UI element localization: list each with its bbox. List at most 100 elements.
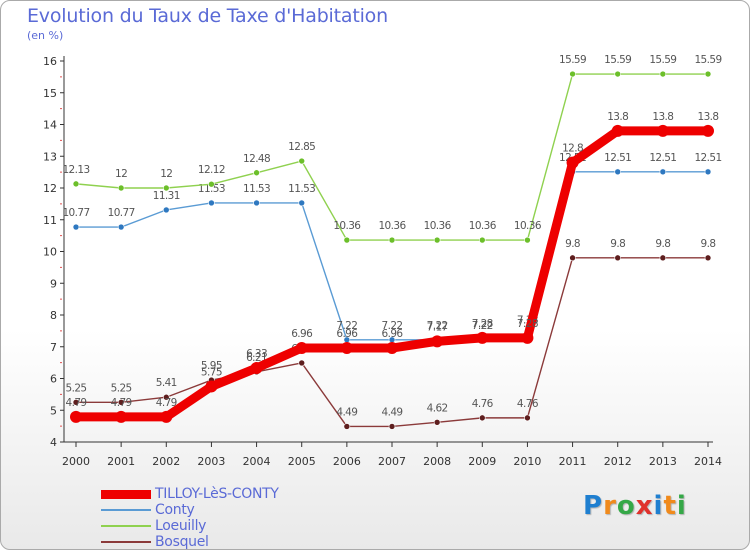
data-point-conty <box>659 168 667 176</box>
x-tick-label: 2008 <box>423 455 451 468</box>
chart-title: Evolution du Taux de Taxe d'Habitation <box>27 5 388 27</box>
logo-letter: r <box>603 491 617 521</box>
data-label-bosquel: 4.76 <box>472 398 494 410</box>
y-tick-label: 10 <box>43 246 57 259</box>
data-label-conty: 12.51 <box>694 152 721 164</box>
x-tick-label: 2014 <box>694 455 722 468</box>
x-tick-label: 2002 <box>152 455 180 468</box>
data-point-conty <box>614 168 622 176</box>
y-tick-label: 12 <box>43 182 57 195</box>
data-point-loeuilly <box>298 157 306 165</box>
legend-swatch <box>101 489 151 499</box>
data-label-conty: 11.31 <box>153 190 180 202</box>
data-label-tilloy-l-s-conty: 5.75 <box>201 366 222 378</box>
y-tick-label: 7 <box>50 341 57 354</box>
x-tick-label: 2001 <box>107 455 135 468</box>
logo-letter: i <box>676 491 687 521</box>
data-point-conty <box>704 168 712 176</box>
data-point-conty <box>72 223 80 231</box>
data-label-tilloy-l-s-conty: 7.17 <box>427 321 448 333</box>
data-label-loeuilly: 10.36 <box>514 220 542 232</box>
y-tick-label: 8 <box>50 309 57 322</box>
data-point-loeuilly <box>478 236 486 244</box>
data-label-loeuilly: 15.59 <box>559 54 586 66</box>
data-point-tilloy-l-s-conty <box>70 410 82 423</box>
data-point-tilloy-l-s-conty <box>250 362 263 375</box>
data-label-bosquel: 9.8 <box>610 238 625 250</box>
data-label-tilloy-l-s-conty: 12.8 <box>562 143 583 155</box>
legend-item: Bosquel <box>101 534 279 550</box>
data-point-bosquel <box>614 254 622 262</box>
x-tick-label: 2012 <box>604 455 632 468</box>
data-point-loeuilly <box>343 236 351 244</box>
data-label-bosquel: 9.8 <box>701 238 716 250</box>
data-point-bosquel <box>117 399 125 406</box>
data-label-loeuilly: 12.13 <box>62 164 89 176</box>
data-point-tilloy-l-s-conty <box>611 124 624 137</box>
x-tick-label: 2011 <box>559 455 587 468</box>
legend-swatch <box>101 509 151 511</box>
data-point-bosquel <box>478 414 486 422</box>
data-point-tilloy-l-s-conty <box>521 331 534 344</box>
data-point-loeuilly <box>388 236 396 244</box>
data-label-tilloy-l-s-conty: 6.96 <box>291 328 313 340</box>
y-tick-label: 5 <box>50 404 57 417</box>
data-label-conty: 7.22 <box>382 320 403 332</box>
x-tick-label: 2007 <box>378 455 406 468</box>
data-point-bosquel <box>704 254 712 262</box>
legend-item: Loeuilly <box>101 518 279 534</box>
x-tick-label: 2006 <box>333 455 361 468</box>
legend-swatch <box>101 541 151 543</box>
data-label-bosquel: 4.76 <box>517 398 539 410</box>
data-label-tilloy-l-s-conty: 7.28 <box>517 318 538 330</box>
data-label-conty: 11.53 <box>288 183 315 195</box>
data-label-conty: 7.22 <box>472 320 493 332</box>
data-label-conty: 11.53 <box>243 183 270 195</box>
data-point-bosquel <box>298 359 306 367</box>
data-point-tilloy-l-s-conty <box>205 380 218 393</box>
data-point-tilloy-l-s-conty <box>295 342 308 355</box>
chart-legend: TILLOY-LèS-CONTY Conty Loeuilly Bosquel <box>101 486 279 550</box>
data-label-loeuilly: 10.36 <box>378 220 406 232</box>
data-point-loeuilly <box>72 180 80 188</box>
data-point-conty <box>117 223 125 231</box>
data-point-conty <box>208 199 215 207</box>
data-label-bosquel: 5.41 <box>156 377 177 389</box>
data-label-conty: 11.53 <box>198 183 225 195</box>
data-label-conty: 12.51 <box>649 152 676 164</box>
data-label-tilloy-l-s-conty: 6.96 <box>336 328 358 340</box>
data-point-bosquel <box>343 423 351 430</box>
data-point-conty <box>298 199 306 207</box>
data-label-tilloy-l-s-conty: 7.28 <box>472 318 493 330</box>
y-tick-label: 15 <box>43 87 57 100</box>
data-label-loeuilly: 15.59 <box>649 54 676 66</box>
data-point-bosquel <box>162 393 170 401</box>
y-tick-label: 14 <box>43 119 57 132</box>
data-label-tilloy-l-s-conty: 6.33 <box>246 348 267 360</box>
data-label-tilloy-l-s-conty: 13.8 <box>607 111 628 123</box>
data-point-tilloy-l-s-conty <box>476 331 489 344</box>
data-label-conty: 7.22 <box>336 320 357 332</box>
data-point-bosquel <box>659 254 667 262</box>
logo-letter: i <box>653 491 664 521</box>
data-point-bosquel <box>72 399 80 406</box>
data-label-bosquel: 5.95 <box>201 360 222 372</box>
data-label-bosquel: 9.8 <box>565 238 580 250</box>
proxiti-logo: Proxiti <box>583 491 687 521</box>
data-point-tilloy-l-s-conty <box>160 410 173 423</box>
data-label-bosquel: 9.8 <box>655 238 670 250</box>
logo-letter: t <box>663 491 677 521</box>
data-label-conty: 10.77 <box>62 207 89 219</box>
data-point-bosquel <box>524 414 531 422</box>
x-tick-label: 2009 <box>468 455 496 468</box>
legend-item: TILLOY-LèS-CONTY <box>101 486 279 502</box>
y-tick-label: 11 <box>43 214 57 227</box>
data-label-loeuilly: 15.59 <box>694 54 721 66</box>
data-point-bosquel <box>433 419 441 426</box>
x-tick-label: 2000 <box>62 455 90 468</box>
data-point-loeuilly <box>524 236 531 244</box>
data-label-loeuilly: 10.36 <box>333 220 361 232</box>
data-label-tilloy-l-s-conty: 6.96 <box>382 328 404 340</box>
x-tick-label: 2013 <box>649 455 677 468</box>
legend-label: Bosquel <box>155 534 209 550</box>
